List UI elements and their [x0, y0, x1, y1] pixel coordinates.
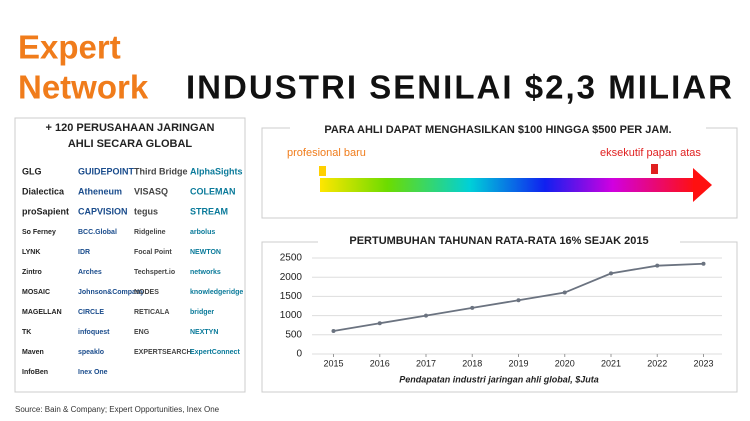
panel-title: + 120 PERUSAHAAN JARINGAN	[45, 122, 214, 134]
logo: Inex One	[78, 369, 108, 376]
logo: GLG	[22, 166, 42, 176]
logo: IDR	[78, 249, 90, 256]
scale-label: eksekutif papan atas	[600, 147, 701, 159]
logo: InfoBen	[22, 369, 48, 376]
logo: EXPERTSEARCH	[134, 349, 192, 356]
y-tick-label: 2000	[280, 272, 303, 283]
logo: COLEMAN	[190, 186, 236, 196]
y-tick-label: 1500	[280, 291, 303, 302]
logo: Zintro	[22, 269, 42, 276]
logo: So Ferney	[22, 229, 56, 236]
y-tick-label: 2500	[280, 253, 303, 264]
logo: speaklo	[78, 349, 104, 356]
logo: LYNK	[22, 249, 40, 256]
logo: NEXTYN	[190, 329, 218, 336]
logo: tegus	[134, 206, 158, 216]
y-tick-label: 1000	[280, 310, 303, 321]
y-tick-label: 500	[285, 329, 302, 340]
logo: AlphaSights	[190, 166, 243, 176]
point	[609, 271, 613, 276]
x-tick-label: 2015	[323, 358, 343, 368]
point	[377, 321, 382, 326]
logo: MAGELLAN	[22, 309, 62, 316]
point	[516, 298, 521, 303]
x-axis-label: Pendapatan industri jaringan ahli global…	[399, 374, 599, 384]
panel	[14, 117, 246, 393]
logo: Third Bridge	[134, 166, 188, 176]
logo: Maven	[22, 349, 44, 356]
marker	[319, 166, 326, 176]
logo: ExpertConnect	[190, 349, 240, 356]
logo: Atheneum	[78, 186, 122, 196]
logo: knowledgeridge	[190, 289, 243, 296]
source: Source: Bain & Company; Expert Opportuni…	[15, 405, 220, 414]
logo: Dialectica	[22, 186, 65, 196]
y-tick-label: 0	[296, 349, 302, 360]
logo: CAPVISION	[78, 206, 128, 216]
point	[424, 313, 428, 318]
logo: Techspert.io	[134, 269, 175, 276]
x-tick-label: 2016	[370, 358, 390, 368]
point	[655, 263, 660, 268]
marker	[651, 164, 658, 174]
brand: Network	[18, 69, 149, 106]
gradient-bar	[320, 178, 695, 192]
logo: Arches	[78, 269, 102, 276]
logo: Ridgeline	[134, 229, 166, 236]
logo: GUIDEPOINT	[78, 166, 135, 176]
arrow-head	[693, 168, 712, 202]
logo: NODES	[134, 289, 159, 296]
title-bg	[318, 233, 680, 249]
logo: TK	[22, 329, 31, 336]
brand: Expert	[18, 29, 121, 66]
x-tick-label: 2021	[601, 358, 621, 368]
logo: BCC.Global	[78, 229, 117, 236]
point	[701, 261, 706, 266]
logo: STREAM	[190, 206, 228, 216]
title-bg	[290, 121, 706, 137]
x-tick-label: 2022	[647, 358, 667, 368]
logo: CIRCLE	[78, 309, 104, 316]
logo: VISASQ	[134, 186, 168, 196]
panel-title: AHLI SECARA GLOBAL	[68, 138, 193, 150]
logo: NEWTON	[190, 249, 221, 256]
panel	[261, 127, 738, 219]
x-tick-label: 2017	[416, 358, 436, 368]
logo: ENG	[134, 329, 150, 336]
point	[470, 305, 475, 310]
logo: RETICALA	[134, 309, 169, 316]
logo: proSapient	[22, 206, 69, 216]
point	[562, 290, 567, 295]
logo: bridger	[190, 309, 214, 316]
x-tick-label: 2018	[462, 358, 482, 368]
panel-title: PARA AHLI DAPAT MENGHASILKAN $100 HINGGA…	[324, 124, 671, 136]
logo: networks	[190, 269, 221, 276]
scale-label: profesional baru	[287, 147, 366, 159]
x-tick-label: 2023	[693, 358, 713, 368]
x-tick-label: 2019	[508, 358, 528, 368]
logo: MOSAIC	[22, 289, 50, 296]
chart-title: PERTUMBUHAN TAHUNAN RATA-RATA 16% SEJAK …	[349, 235, 648, 247]
logo: Focal Point	[134, 249, 172, 256]
x-tick-label: 2020	[555, 358, 575, 368]
logo: arbolus	[190, 229, 215, 236]
logo: infoquest	[78, 329, 110, 336]
point	[331, 328, 336, 333]
logo: Johnson&Company	[78, 289, 144, 296]
headline: INDUSTRI SENILAI $2,3 MILIAR	[186, 69, 732, 106]
